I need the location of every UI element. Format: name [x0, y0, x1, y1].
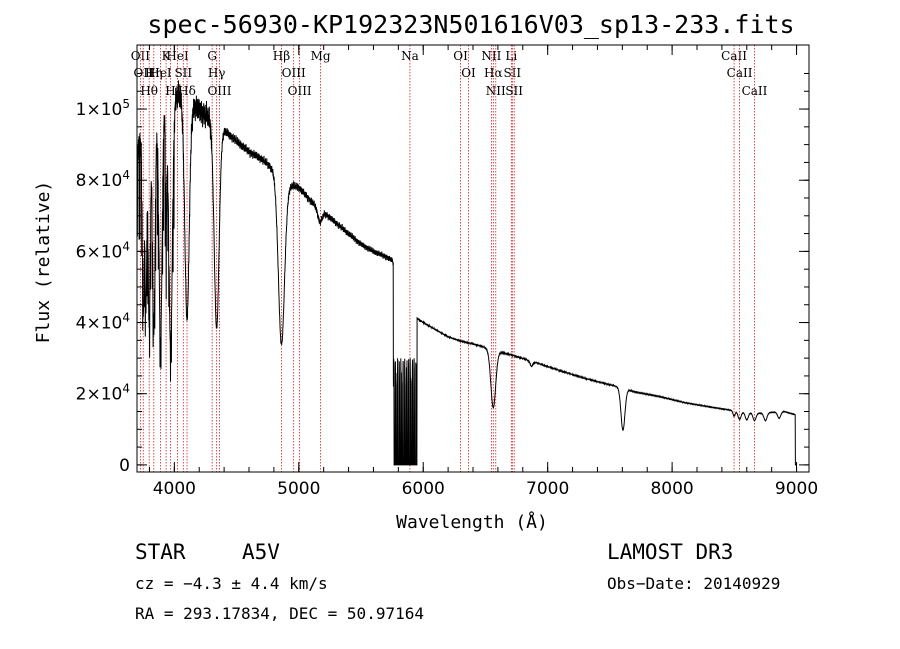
- x-tick-label: 9000: [775, 479, 818, 499]
- spectral-line-label: CaII: [727, 66, 753, 80]
- y-tick-label: 1×105: [76, 97, 130, 120]
- redshift-cz: cz = −4.3 ± 4.4 km/s: [135, 574, 328, 593]
- spectral-line-label: Mg: [311, 49, 331, 63]
- spectral-line-label: CaII: [742, 84, 768, 98]
- chart-title: spec-56930-KP192323N501616V03_sp13-233.f…: [147, 10, 794, 39]
- spectral-line-label: Hδ: [178, 84, 196, 98]
- y-tick-label: 8×104: [76, 168, 130, 191]
- spectral-line-label: NII: [486, 84, 506, 98]
- spectral-line-label: Na: [401, 49, 419, 63]
- spectral-line-label: NII: [481, 49, 501, 63]
- sky-coordinates: RA = 293.17834, DEC = 50.97164: [135, 604, 424, 623]
- spectral-line-label: Hα: [484, 66, 503, 80]
- observation-date: Obs−Date: 20140929: [607, 574, 781, 593]
- y-axis-ticks: 0 2×104 4×104 6×104 8×104 1×105: [76, 72, 809, 476]
- y-tick-label: 2×104: [76, 382, 130, 405]
- y-axis-label: Flux (relative): [33, 181, 54, 344]
- survey-name: LAMOST DR3: [607, 540, 734, 564]
- plot-frame: [136, 44, 810, 473]
- spectral-line-label: SII: [503, 66, 521, 80]
- spectral-line-label: Hγ: [208, 66, 226, 80]
- spectral-line-label: OI: [461, 66, 476, 80]
- object-class: STAR: [135, 540, 186, 564]
- spectral-line-label: Li: [505, 49, 517, 63]
- x-tick-label: 5000: [277, 479, 320, 499]
- x-tick-label: 7000: [526, 479, 569, 499]
- spectral-line-label: Hθ: [140, 84, 158, 98]
- object-subclass: A5V: [242, 540, 280, 564]
- x-tick-label: 8000: [650, 479, 693, 499]
- spectral-line-label: OIII: [207, 84, 231, 98]
- spectral-line-markers: OIIOIIHθHηHeIKHHeISIIHδGHγOIIIHβOIIIOIII…: [131, 45, 768, 472]
- spectral-line-label: H: [165, 84, 175, 98]
- spectral-line-label: OII: [131, 49, 151, 63]
- spectral-line-label: OIII: [282, 66, 306, 80]
- y-tick-label: 6×104: [76, 239, 130, 262]
- spectral-line-label: HeI: [149, 66, 172, 80]
- y-tick-label: 0: [119, 456, 130, 476]
- spectral-line-label: Hβ: [273, 49, 290, 63]
- spectral-line-label: K: [162, 49, 172, 63]
- spectral-line-label: OII: [134, 66, 154, 80]
- spectral-line-label: Hη: [145, 66, 163, 80]
- spectral-line-label: SII: [505, 84, 523, 98]
- x-axis-label: Wavelength (Å): [396, 511, 548, 533]
- spectral-line-label: SII: [174, 66, 192, 80]
- spectral-line-label: OIII: [288, 84, 312, 98]
- spectral-line-label: OI: [453, 49, 468, 63]
- y-tick-label: 4×104: [76, 311, 130, 334]
- spectral-line-label: HeI: [166, 49, 189, 63]
- spectral-line-label: G: [207, 49, 217, 63]
- x-tick-label: 6000: [402, 479, 445, 499]
- x-axis-ticks: 4000 5000 6000 7000 8000 9000: [148, 45, 818, 499]
- spectral-line-label: CaII: [721, 49, 747, 63]
- spectrum-series-line: [136, 80, 797, 466]
- x-tick-label: 4000: [153, 479, 196, 499]
